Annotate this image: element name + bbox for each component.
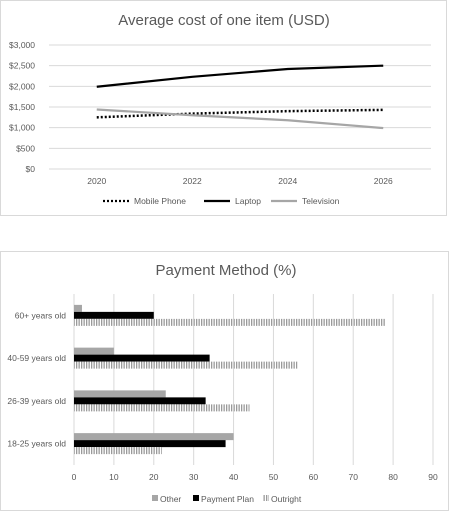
chart-title: Average cost of one item (USD): [118, 12, 329, 29]
bar-payment-plan: [74, 311, 154, 319]
x-tick-label: 0: [72, 472, 77, 482]
category-label: 26-39 years old: [7, 396, 66, 406]
x-tick-label: 2024: [278, 176, 297, 186]
legend-swatch: [193, 495, 199, 501]
bar-outright: [74, 447, 162, 455]
x-tick-label: 80: [388, 472, 398, 482]
x-tick-label: 70: [348, 472, 358, 482]
x-tick-label: 90: [428, 472, 438, 482]
y-tick-label: $2,000: [9, 81, 35, 91]
y-tick-label: $2,500: [9, 61, 35, 71]
series-line-laptop: [96, 64, 384, 88]
series-line-television: [96, 108, 384, 130]
bar-payment-plan: [74, 440, 226, 448]
bar-payment-plan: [74, 354, 210, 362]
bar-outright: [74, 318, 386, 326]
legend-label: Outright: [271, 494, 302, 504]
x-tick-label: 40: [229, 472, 239, 482]
x-tick-label: 2020: [87, 176, 106, 186]
bar-chart: Payment Method (%) 0 10 20 30 40 50 60 70 80 90 18-…: [7, 262, 438, 504]
chart-title: Payment Method (%): [156, 262, 297, 279]
bar-chart-panel: Payment Method (%) 0 10 20 30 40 50 60 70 80 90 18-…: [0, 251, 449, 511]
bar-other: [74, 390, 166, 398]
bar-other: [74, 304, 82, 312]
x-tick-label: 60: [309, 472, 319, 482]
line-chart: Average cost of one item (USD) $0 $500 $1,0…: [9, 12, 431, 206]
y-tick-label: $0: [26, 164, 36, 174]
y-tick-label: $1,500: [9, 102, 35, 112]
x-tick-label: 20: [149, 472, 159, 482]
legend-label: Laptop: [235, 196, 261, 206]
x-tick-label: 2022: [183, 176, 202, 186]
y-tick-label: $1,000: [9, 123, 35, 133]
bar-other: [74, 433, 234, 441]
x-tick-label: 2026: [374, 176, 393, 186]
y-tick-label: $3,000: [9, 40, 35, 50]
category-label: 18-25 years old: [7, 439, 66, 449]
bar-outright: [74, 361, 298, 369]
x-tick-label: 30: [189, 472, 199, 482]
legend-swatch: [263, 495, 269, 501]
legend-label: Other: [160, 494, 181, 504]
x-tick-label: 10: [109, 472, 119, 482]
bar-other: [74, 347, 114, 355]
bar-payment-plan: [74, 397, 206, 405]
bar-outright: [74, 404, 250, 412]
legend-label: Payment Plan: [201, 494, 254, 504]
legend-label: Television: [302, 196, 340, 206]
category-label: 40-59 years old: [7, 353, 66, 363]
line-chart-panel: Average cost of one item (USD) $0 $500 $1,0…: [0, 0, 447, 216]
legend-label: Mobile Phone: [134, 196, 186, 206]
x-tick-label: 50: [269, 472, 279, 482]
category-label: 60+ years old: [15, 310, 67, 320]
y-tick-label: $500: [16, 143, 35, 153]
legend-swatch: [152, 495, 158, 501]
